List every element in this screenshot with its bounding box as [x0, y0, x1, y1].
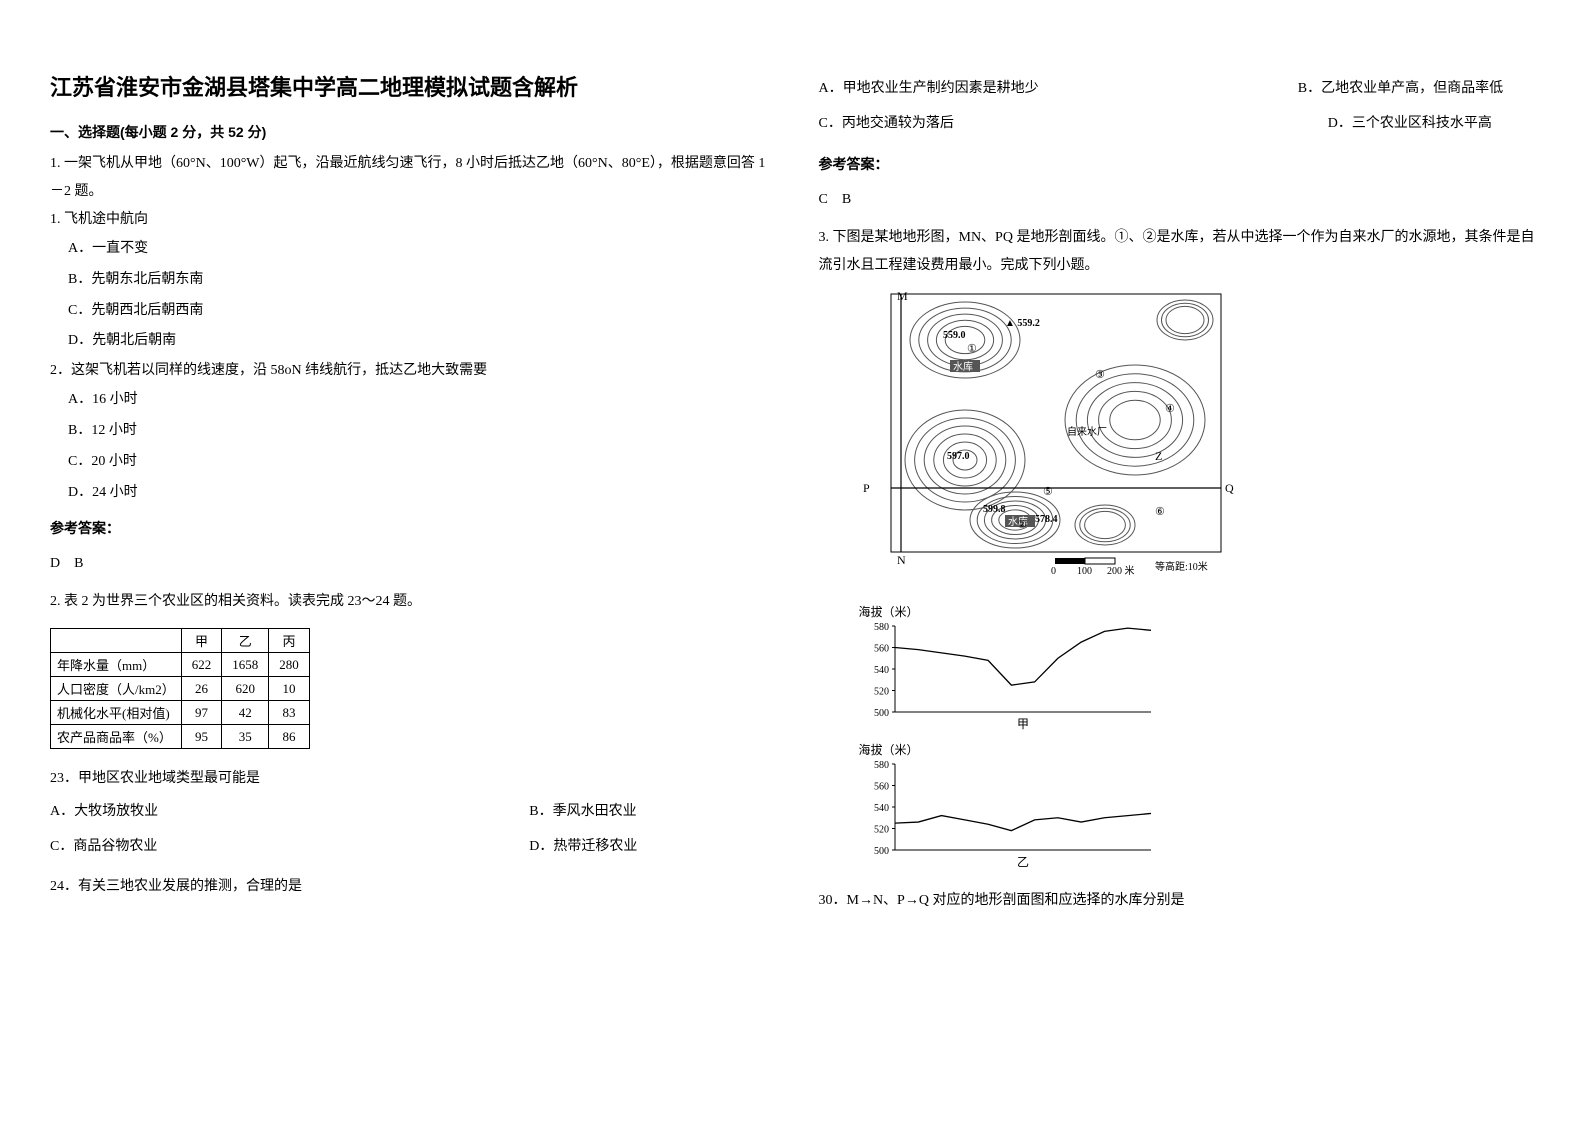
- topographic-map: MNPQZ水库水库▲ 559.2559.0597.0599.8578.4自来水厂…: [855, 290, 1538, 595]
- svg-text:580: 580: [874, 760, 889, 771]
- q1-sub1-opt-a: A．一直不变: [68, 234, 769, 265]
- q1-sub2-opt-a: A．16 小时: [68, 385, 769, 416]
- q1-answer: D B: [50, 550, 769, 578]
- page-title: 江苏省淮安市金湖县塔集中学高二地理模拟试题含解析: [50, 70, 769, 102]
- profile1-svg: 500 520 540 560 580 甲: [859, 620, 1159, 730]
- svg-text:Z: Z: [1155, 449, 1162, 463]
- cell: 1658: [222, 653, 269, 677]
- svg-text:M: M: [897, 290, 908, 303]
- svg-text:水库: 水库: [953, 360, 973, 373]
- svg-text:等高距:10米: 等高距:10米: [1155, 560, 1208, 573]
- svg-text:自来水厂: 自来水厂: [1067, 425, 1107, 438]
- q1-sub1: 1. 飞机途中航向: [50, 206, 769, 234]
- svg-text:⑤: ⑤: [1043, 486, 1053, 498]
- q1-sub2-opt-d: D．24 小时: [68, 478, 769, 509]
- svg-text:520: 520: [874, 824, 889, 835]
- svg-text:580: 580: [874, 622, 889, 633]
- svg-text:②: ②: [1017, 519, 1027, 531]
- profile2-svg: 500 520 540 560 580 乙: [859, 758, 1159, 868]
- q1-sub2-opt-b: B．12 小时: [68, 416, 769, 447]
- q1-sub1-opt-d: D．先朝北后朝南: [68, 326, 769, 357]
- cell: 95: [181, 725, 222, 749]
- svg-text:200 米: 200 米: [1107, 564, 1135, 577]
- svg-text:559.0: 559.0: [943, 330, 966, 341]
- th-blank: [51, 629, 182, 653]
- svg-text:560: 560: [874, 643, 889, 654]
- q2-stem: 2. 表 2 为世界三个农业区的相关资料。读表完成 23～24 题。: [50, 588, 769, 616]
- profile-chart-2: 海拔（米） 500 520 540 560 580 乙: [859, 741, 1538, 873]
- th-yi: 乙: [222, 629, 269, 653]
- cell: 农产品商品率（%）: [51, 725, 182, 749]
- q2-table: 甲 乙 丙 年降水量（mm） 622 1658 280 人口密度（人/km2） …: [50, 628, 310, 749]
- svg-text:乙: 乙: [1016, 855, 1028, 868]
- profile-chart-1: 海拔（米） 500 520 540 560 580 甲: [859, 603, 1538, 735]
- q2-sub24: 24．有关三地农业发展的推测，合理的是: [50, 873, 769, 901]
- q1-sub1-opt-b: B．先朝东北后朝东南: [68, 265, 769, 296]
- table-row: 农产品商品率（%） 95 35 86: [51, 725, 310, 749]
- cell: 26: [181, 677, 222, 701]
- svg-text:⑥: ⑥: [1155, 506, 1165, 518]
- profile1-ylabel: 海拔（米）: [859, 603, 1538, 620]
- cell: 人口密度（人/km2）: [51, 677, 182, 701]
- q1-answer-label: 参考答案：: [50, 516, 769, 544]
- th-jia: 甲: [181, 629, 222, 653]
- svg-text:④: ④: [1165, 403, 1175, 415]
- svg-text:500: 500: [874, 708, 889, 719]
- svg-text:597.0: 597.0: [947, 451, 970, 462]
- svg-text:599.8: 599.8: [983, 504, 1006, 515]
- svg-text:③: ③: [1095, 369, 1105, 381]
- cell: 35: [222, 725, 269, 749]
- svg-text:578.4: 578.4: [1035, 514, 1058, 525]
- q2-answer-label: 参考答案：: [819, 152, 1538, 180]
- section-heading: 一、选择题(每小题 2 分，共 52 分): [50, 122, 769, 142]
- cell: 机械化水平(相对值): [51, 701, 182, 725]
- q2-sub23: 23．甲地区农业地域类型最可能是: [50, 765, 769, 793]
- cell: 83: [269, 701, 310, 725]
- svg-text:0: 0: [1051, 566, 1056, 577]
- q2-sub23-opt-d: D．热带迁移农业: [289, 832, 768, 863]
- q2-sub24-opt-a: A．甲地农业生产制约因素是耕地少: [819, 74, 1058, 105]
- table-row: 机械化水平(相对值) 97 42 83: [51, 701, 310, 725]
- cell: 97: [181, 701, 222, 725]
- svg-text:520: 520: [874, 686, 889, 697]
- q1-stem: 1. 一架飞机从甲地（60°N、100°W）起飞，沿最近航线匀速飞行，8 小时后…: [50, 150, 769, 206]
- q2-sub23-opt-b: B．季风水田农业: [289, 797, 768, 828]
- table-header-row: 甲 乙 丙: [51, 629, 310, 653]
- svg-text:540: 540: [874, 665, 889, 676]
- q2-answer: C B: [819, 186, 1538, 214]
- cell: 86: [269, 725, 310, 749]
- q2-sub23-opt-c: C．商品谷物农业: [50, 832, 289, 863]
- svg-text:Q: Q: [1225, 481, 1234, 495]
- table-row: 人口密度（人/km2） 26 620 10: [51, 677, 310, 701]
- map-svg: MNPQZ水库水库▲ 559.2559.0597.0599.8578.4自来水厂…: [855, 290, 1235, 590]
- cell: 10: [269, 677, 310, 701]
- q2-sub24-opt-c: C．丙地交通较为落后: [819, 109, 1028, 140]
- table-row: 年降水量（mm） 622 1658 280: [51, 653, 310, 677]
- cell: 620: [222, 677, 269, 701]
- q2-sub24-opt-b: B．乙地农业单产高，但商品率低: [1058, 74, 1537, 105]
- cell: 280: [269, 653, 310, 677]
- svg-text:甲: 甲: [1016, 717, 1028, 730]
- q3-stem: 3. 下图是某地地形图，MN、PQ 是地形剖面线。①、②是水库，若从中选择一个作…: [819, 224, 1538, 280]
- cell: 年降水量（mm）: [51, 653, 182, 677]
- svg-text:560: 560: [874, 781, 889, 792]
- q2-sub24-opt-d: D．三个农业区科技水平高: [1028, 109, 1537, 140]
- profile2-ylabel: 海拔（米）: [859, 741, 1538, 758]
- cell: 42: [222, 701, 269, 725]
- svg-text:500: 500: [874, 846, 889, 857]
- q1-sub1-opt-c: C．先朝西北后朝西南: [68, 296, 769, 327]
- svg-text:P: P: [863, 481, 870, 495]
- svg-text:100: 100: [1077, 566, 1092, 577]
- svg-text:▲ 559.2: ▲ 559.2: [1005, 318, 1040, 329]
- cell: 622: [181, 653, 222, 677]
- q3-sub30: 30．M→N、P→Q 对应的地形剖面图和应选择的水库分别是: [819, 887, 1538, 915]
- svg-text:540: 540: [874, 803, 889, 814]
- q2-sub23-opt-a: A．大牧场放牧业: [50, 797, 289, 828]
- svg-text:①: ①: [967, 343, 977, 355]
- q1-sub2: 2．这架飞机若以同样的线速度，沿 58oN 纬线航行，抵达乙地大致需要: [50, 357, 769, 385]
- th-bing: 丙: [269, 629, 310, 653]
- svg-text:N: N: [897, 553, 906, 567]
- q1-sub2-opt-c: C．20 小时: [68, 447, 769, 478]
